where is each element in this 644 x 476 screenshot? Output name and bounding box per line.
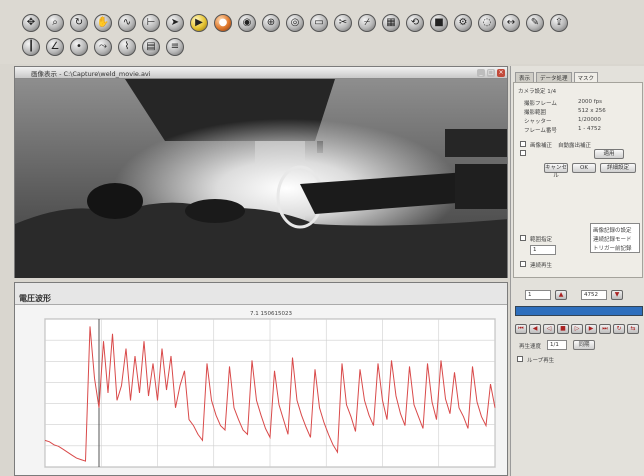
pencil-icon[interactable]: ✎ xyxy=(526,14,544,32)
detail-settings-button[interactable]: 詳細設定 xyxy=(600,163,636,173)
panel-tabs: 表示 データ処理 マスク xyxy=(515,72,599,82)
crosshair-icon[interactable]: ⊕ xyxy=(262,14,280,32)
list-item[interactable]: 連続記録モード xyxy=(593,237,632,243)
grid-icon[interactable]: ▤ xyxy=(142,38,160,56)
video-window-title: 画像表示 - C:\Capture\weld_movie.avi xyxy=(31,70,151,78)
stop-icon[interactable]: ■ xyxy=(557,324,569,334)
ok-button[interactable]: OK xyxy=(572,163,596,173)
chart-window-title: 電圧波形 xyxy=(19,294,51,303)
minimize-button[interactable]: _ xyxy=(477,69,485,77)
play-reverse-icon[interactable]: ◁ xyxy=(543,324,555,334)
chart-header: 電圧波形 xyxy=(15,283,507,305)
capture-icon[interactable]: ◉ xyxy=(238,14,256,32)
voltage-chart[interactable]: 7.1 150615023 xyxy=(15,305,508,476)
zoom-icon[interactable]: ⌕ xyxy=(46,14,64,32)
info-value: 2000 fps xyxy=(578,99,603,105)
weld-video-image xyxy=(15,79,507,278)
curve-icon[interactable]: ∿ xyxy=(118,14,136,32)
video-frame[interactable] xyxy=(15,79,507,278)
info-label: フレーム番号 xyxy=(524,128,557,134)
loop-icon[interactable]: ↻ xyxy=(613,324,625,334)
tab-data-processing[interactable]: データ処理 xyxy=(536,72,572,82)
auto-exposure-label: 自動露出補正 xyxy=(558,143,592,149)
chart-window: 電圧波形 7.1 150615023 xyxy=(14,282,508,476)
play-icon[interactable]: ▷ xyxy=(571,324,583,334)
range-label: 範囲指定 xyxy=(530,237,553,243)
arrow-icon[interactable]: ➤ xyxy=(166,14,184,32)
maximize-button[interactable]: □ xyxy=(487,69,495,77)
cancel-button[interactable]: キャンセル xyxy=(544,163,568,179)
first-frame-icon[interactable]: ⏮ xyxy=(515,324,527,334)
video-window: 画像表示 - C:\Capture\weld_movie.avi _ □ × xyxy=(14,66,508,278)
group-label: カメラ設定 1/4 xyxy=(518,89,557,95)
cut-icon[interactable]: ⌿ xyxy=(358,14,376,32)
main-toolbar: ✥ ⌕ ↻ ✋ ∿ ⊢ ➤ ▶ ● ◉ ⊕ ◎ ▭ ✂ ⌿ ▦ ⟲ ■ ⚙ ◌ ↔ ✎ ⇪ ┃ ∠ • ⤳ ⌇ ▤ ≡ xyxy=(0,0,644,64)
pan-icon[interactable]: ↔ xyxy=(502,14,520,32)
info-label: シャッター xyxy=(524,119,552,125)
info-value: 512 x 256 xyxy=(578,108,606,114)
frame-icon[interactable]: ▭ xyxy=(310,14,328,32)
image-correction-label: 画像補正 xyxy=(530,143,553,149)
list-item[interactable]: 画像記録の設定 xyxy=(593,228,632,234)
speed-label: 再生速度 xyxy=(519,344,542,350)
auto-exposure-checkbox[interactable] xyxy=(520,150,526,156)
film-icon[interactable]: ▦ xyxy=(382,14,400,32)
rotate-icon[interactable]: ↻ xyxy=(70,14,88,32)
info-value: 1 - 4752 xyxy=(578,126,601,132)
loop-checkbox[interactable] xyxy=(517,356,523,362)
spin-up-icon[interactable]: ▲ xyxy=(555,290,567,300)
data-icon[interactable]: ≡ xyxy=(166,38,184,56)
voltage-series-line xyxy=(44,326,496,462)
play-icon[interactable]: ▶ xyxy=(190,14,208,32)
sync-button[interactable]: 同期 xyxy=(573,340,595,350)
continuous-play-checkbox[interactable] xyxy=(520,261,526,267)
camera-settings-group: カメラ設定 1/4 撮影フレーム 2000 fps 撮影範囲 512 x 256… xyxy=(513,82,643,278)
continuous-play-label: 連続再生 xyxy=(530,263,553,269)
angle-icon[interactable]: ∠ xyxy=(46,38,64,56)
hand-icon[interactable]: ✋ xyxy=(94,14,112,32)
track-icon[interactable]: ⤳ xyxy=(94,38,112,56)
timeline-slider[interactable] xyxy=(515,306,643,316)
tab-mask[interactable]: マスク xyxy=(573,72,599,82)
stop-icon[interactable]: ■ xyxy=(430,14,448,32)
info-label: 撮影フレーム xyxy=(524,101,557,107)
ruler-icon[interactable]: ┃ xyxy=(22,38,40,56)
chart-caption: 7.1 150615023 xyxy=(250,311,292,317)
end-frame-field[interactable]: 4752 xyxy=(581,290,607,300)
spin-down-icon[interactable]: ▼ xyxy=(611,290,623,300)
start-frame-field[interactable]: 1 xyxy=(525,290,551,300)
record-settings-list[interactable]: 画像記録の設定 連続記録モード トリガー前記録 xyxy=(590,223,640,253)
last-frame-icon[interactable]: ⏭ xyxy=(599,324,611,334)
export-icon[interactable]: ⇪ xyxy=(550,14,568,32)
close-button[interactable]: × xyxy=(497,69,505,77)
target-icon[interactable]: ◎ xyxy=(286,14,304,32)
range-checkbox[interactable] xyxy=(520,235,526,241)
frame-field[interactable]: 1 xyxy=(530,245,556,255)
settings-icon[interactable]: ⚙ xyxy=(454,14,472,32)
next-frame-icon[interactable]: ▶ xyxy=(585,324,597,334)
sync-icon[interactable]: ⇆ xyxy=(627,324,639,334)
tab-display[interactable]: 表示 xyxy=(515,72,535,82)
loop-label: ループ再生 xyxy=(527,358,555,364)
info-label: 撮影範囲 xyxy=(524,110,547,116)
list-item[interactable]: トリガー前記録 xyxy=(593,246,632,252)
prev-frame-icon[interactable]: ◀ xyxy=(529,324,541,334)
clip-icon[interactable]: ✂ xyxy=(334,14,352,32)
right-control-panel: 表示 データ処理 マスク カメラ設定 1/4 撮影フレーム 2000 fps 撮… xyxy=(510,66,644,476)
point-icon[interactable]: • xyxy=(70,38,88,56)
info-value: 1/20000 xyxy=(578,117,601,123)
record-icon[interactable]: ● xyxy=(214,14,232,32)
measure-icon[interactable]: ⊢ xyxy=(142,14,160,32)
scope-icon[interactable]: ◌ xyxy=(478,14,496,32)
playback-controls: ⏮ ◀ ◁ ■ ▷ ▶ ⏭ ↻ ⇆ xyxy=(515,324,643,336)
graph-icon[interactable]: ⌇ xyxy=(118,38,136,56)
image-correction-checkbox[interactable] xyxy=(520,141,526,147)
move-icon[interactable]: ✥ xyxy=(22,14,40,32)
apply-button[interactable]: 適用 xyxy=(594,149,624,159)
speed-field[interactable]: 1/1 xyxy=(547,340,567,350)
video-window-titlebar: 画像表示 - C:\Capture\weld_movie.avi _ □ × xyxy=(15,67,507,79)
reset-icon[interactable]: ⟲ xyxy=(406,14,424,32)
